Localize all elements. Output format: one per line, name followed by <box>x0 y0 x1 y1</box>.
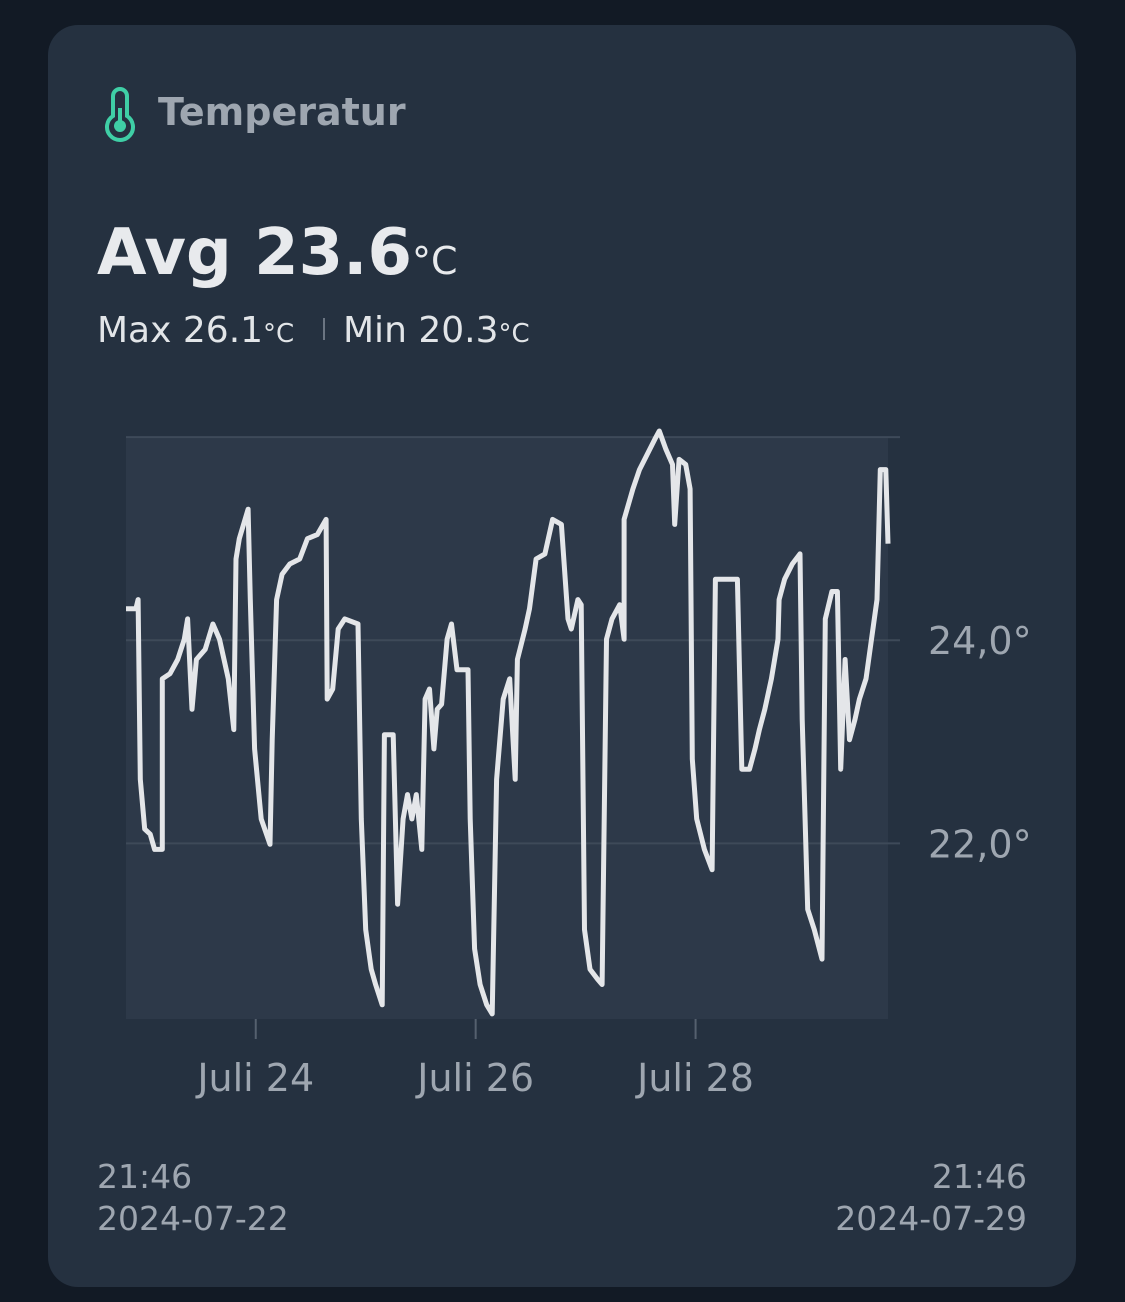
min-value: 20.3 <box>418 310 498 351</box>
min: Min 20.3°C <box>343 310 530 351</box>
x-tick-label: Juli 24 <box>195 1056 314 1100</box>
y-tick-label: 22,0° <box>928 822 1032 866</box>
min-label: Min <box>343 310 407 351</box>
avg-unit: °C <box>412 239 458 283</box>
end-date: 2024-07-29 <box>835 1199 1027 1238</box>
avg-value: 23.6 <box>254 216 412 290</box>
chart: 22,0° 24,0° Juli 24 Juli 26 Juli 28 <box>126 428 1032 1100</box>
avg-label: Avg <box>97 216 232 290</box>
max-unit: °C <box>263 319 294 349</box>
plot-area <box>126 437 888 1019</box>
max-value: 26.1 <box>183 310 263 351</box>
thermometer-icon <box>105 87 135 142</box>
y-tick-label: 24,0° <box>928 619 1032 663</box>
avg: Avg 23.6°C <box>97 216 458 290</box>
temperature-line <box>126 428 891 1017</box>
max-label: Max <box>97 310 171 351</box>
card-title: Temperatur <box>158 90 406 134</box>
end-time: 21:46 <box>932 1157 1027 1196</box>
min-unit: °C <box>499 319 530 349</box>
start-time: 21:46 <box>97 1157 192 1196</box>
max: Max 26.1°C <box>97 310 294 351</box>
x-tick-label: Juli 28 <box>635 1056 754 1100</box>
start-date: 2024-07-22 <box>97 1199 289 1238</box>
x-tick-label: Juli 26 <box>415 1056 534 1100</box>
